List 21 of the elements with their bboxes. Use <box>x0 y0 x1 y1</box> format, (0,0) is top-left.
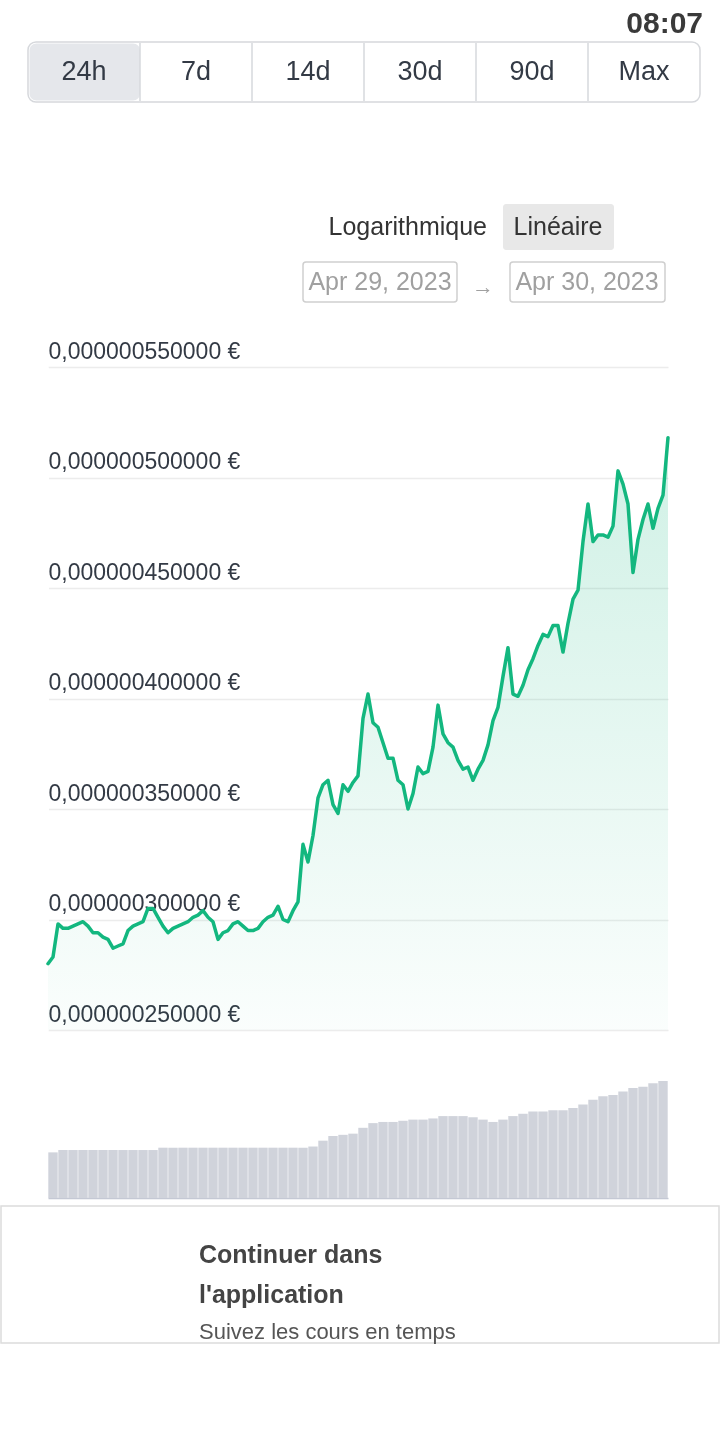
y-tick-label: 0,000000500000 € <box>48 448 241 474</box>
y-tick-label: 0,000000300000 € <box>48 890 241 916</box>
y-tick-label: 0,000000400000 € <box>48 669 241 695</box>
y-tick-label: 0,000000350000 € <box>48 779 241 806</box>
text: 08:07 <box>626 6 703 39</box>
text: Logarithmique <box>328 212 487 240</box>
text: Max <box>618 56 670 86</box>
y-tick-label: 0,000000450000 € <box>48 558 241 585</box>
text: Apr 30, 2023 <box>515 267 659 295</box>
y-tick-label: 0,000000250000 € <box>48 1000 241 1027</box>
text: Apr 29, 2023 <box>308 267 452 295</box>
text: Suivez les cours en temps <box>199 1319 456 1344</box>
y-tick-label: 0,000000550000 € <box>48 337 241 364</box>
text: → <box>472 274 494 299</box>
text: 30d <box>397 56 443 86</box>
text: Continuer dans l'application <box>199 1240 383 1308</box>
text: 14d <box>285 56 331 86</box>
text: 90d <box>509 56 555 86</box>
text: 7d <box>180 56 212 86</box>
text: 24h <box>61 56 107 86</box>
text: Linéaire <box>513 212 603 240</box>
